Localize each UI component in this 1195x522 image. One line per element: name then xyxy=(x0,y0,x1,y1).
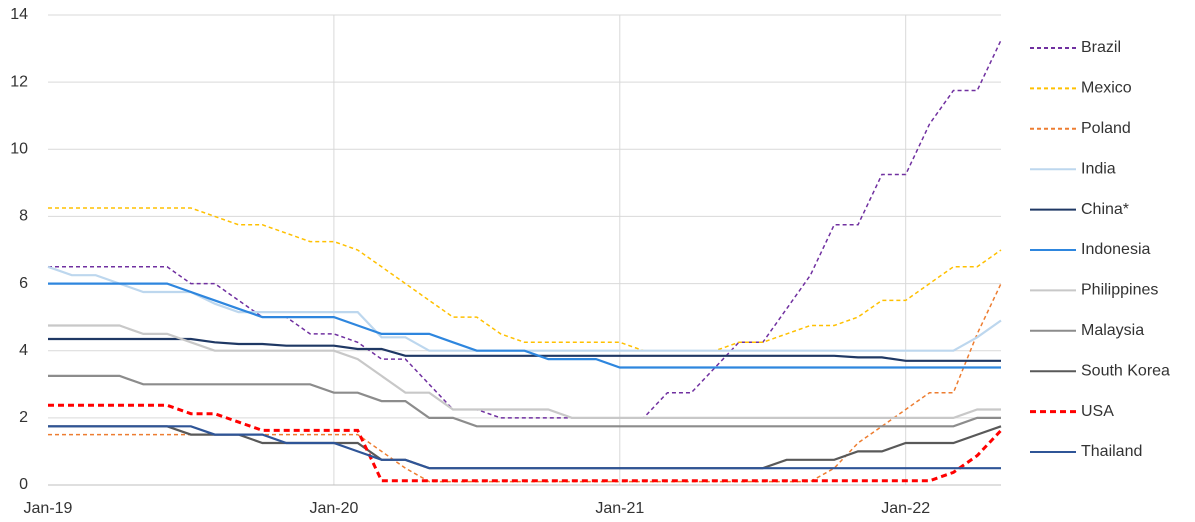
series-line xyxy=(48,282,1001,369)
series-line xyxy=(48,337,1001,362)
x-tick-label: Jan-21 xyxy=(595,500,644,517)
legend-label: Indonesia xyxy=(1081,241,1150,258)
y-tick-label: 12 xyxy=(10,73,28,90)
legend-label: Thailand xyxy=(1081,443,1142,460)
legend-label: USA xyxy=(1081,403,1114,420)
x-tick-label: Jan-19 xyxy=(24,500,73,517)
y-tick-label: 10 xyxy=(10,141,28,158)
series-line xyxy=(48,207,1002,352)
series-line xyxy=(48,324,1001,419)
legend-label: Malaysia xyxy=(1081,322,1144,339)
legend-label: Poland xyxy=(1081,120,1131,137)
legend-label: Brazil xyxy=(1081,39,1121,56)
x-tick-label: Jan-20 xyxy=(309,500,358,517)
y-tick-label: 2 xyxy=(19,409,28,426)
y-tick-label: 8 xyxy=(19,208,28,225)
legend-label: Mexico xyxy=(1081,80,1132,97)
series-line xyxy=(48,425,1002,470)
y-tick-label: 4 xyxy=(19,342,28,359)
x-tick-label: Jan-22 xyxy=(881,500,930,517)
series-line xyxy=(48,39,1002,419)
series-line xyxy=(48,425,1001,470)
y-tick-label: 0 xyxy=(19,476,28,493)
y-tick-label: 14 xyxy=(10,6,28,23)
series-line xyxy=(48,403,1003,483)
legend-label: India xyxy=(1081,160,1116,177)
y-tick-label: 6 xyxy=(19,275,28,292)
legend-label: South Korea xyxy=(1081,362,1170,379)
legend-label: Philippines xyxy=(1081,282,1158,299)
series-line xyxy=(48,374,1001,428)
legend-label: China* xyxy=(1081,201,1129,218)
